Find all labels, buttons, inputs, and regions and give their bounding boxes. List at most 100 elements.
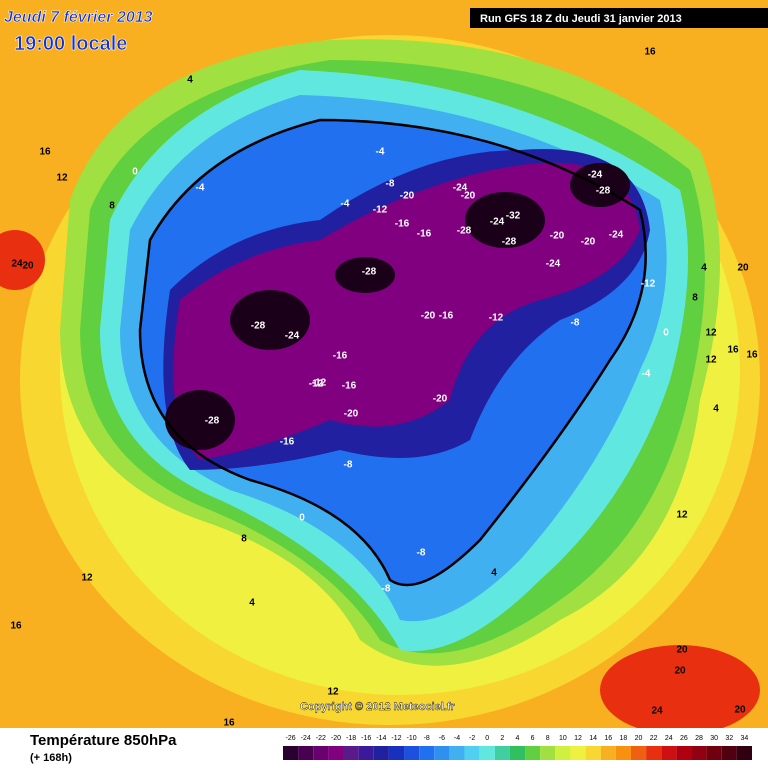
legend-swatch [373,746,389,760]
legend-label: 20 [635,735,643,742]
contour-label: -16 [417,229,432,240]
legend-label: -24 [301,735,311,742]
contour-label: -28 [502,237,517,248]
contour-label: -16 [342,381,357,392]
legend-swatch [464,746,480,760]
contour-label: -28 [362,267,377,278]
contour-label: -4 [196,183,205,194]
legend-label: -8 [424,735,430,742]
contour-label: 4 [249,598,255,609]
contour-label: -20 [433,394,448,405]
legend-label: 12 [574,735,582,742]
legend-label: 26 [680,735,688,742]
legend-swatch [298,746,314,760]
contour-label: -4 [341,199,350,210]
legend-swatch [525,746,541,760]
contour-label: 4 [701,263,707,274]
contour-label: -4 [642,369,651,380]
contour-label: 12 [56,173,68,184]
legend-label: 22 [650,735,658,742]
footer-title: Température 850hPa [30,732,177,749]
legend-label: -22 [316,735,326,742]
contour-label: 20 [737,263,749,274]
legend-swatch [600,746,616,760]
contour-label: 16 [10,621,22,632]
run-box [470,8,768,28]
contour-label: 16 [727,345,739,356]
contour-label: 16 [223,718,235,729]
contour-label: 20 [734,705,746,716]
contour-label: -28 [251,321,266,332]
contour-label: -16 [333,351,348,362]
legend-label: 2 [500,735,504,742]
legend: -26 -24 -22 -20 -18 -16 -14 -12 -10 -8 -6 -4 -2 0 2 4 6 8… [283,735,752,760]
contour-label: -12 [641,279,656,290]
contour-label: -24 [453,183,468,194]
contour-label: -8 [386,179,395,190]
contour-label: -16 [395,219,410,230]
contour-label: 12 [327,687,339,698]
legend-label: 6 [531,735,535,742]
legend-label: 4 [516,735,520,742]
contour-label: 4 [187,75,193,86]
legend-label: -16 [361,735,371,742]
legend-swatch [555,746,571,760]
legend-label: 8 [546,735,550,742]
legend-swatch [691,746,707,760]
legend-swatch [630,746,647,760]
time: 19:00 locale [14,33,127,55]
legend-swatch [283,746,299,760]
legend-swatch [570,746,586,760]
contour-label: -12 [489,313,504,324]
run: Run GFS 18 Z du Jeudi 31 janvier 2013 [480,13,682,25]
contour-label: -28 [205,416,220,427]
contour-label: 12 [81,573,93,584]
legend-label: -14 [376,735,386,742]
contour-label: -8 [417,548,426,559]
contour-label: 16 [644,47,656,58]
legend-swatch [434,746,450,760]
legend-swatch [509,746,526,760]
contour-label: 12 [705,328,717,339]
contour-label: -16 [280,437,295,448]
legend-label: -2 [469,735,475,742]
legend-swatch [661,746,677,760]
contour-label: -24 [546,259,561,270]
contour-label: -24 [588,170,603,181]
legend-swatch [328,746,344,760]
contour-label: -20 [461,191,476,202]
contour-label: -20 [550,231,565,242]
zero-contour [138,118,647,587]
legend-label: 16 [604,735,612,742]
legend-label: -4 [454,735,460,742]
contour-label: -16 [439,311,454,322]
legend-swatch [676,746,692,760]
legend-label: 14 [589,735,597,742]
legend-swatch [721,746,737,760]
contour-label: -24 [285,331,300,342]
contour-label: -20 [400,191,415,202]
legend-swatch [358,746,374,760]
legend-swatch [706,746,722,760]
contour-label: -8 [382,584,391,595]
contour-label: 8 [692,293,698,304]
legend-label: 24 [665,735,673,742]
legend-swatch [419,746,435,760]
legend-label: -20 [331,735,341,742]
contour-label: -24 [490,217,505,228]
contour-label: 12 [676,510,688,521]
contour-label: -20 [581,237,596,248]
cold-core [165,390,235,450]
contour-label: -32 [506,211,521,222]
legend-swatch [343,746,359,760]
warm-core [0,230,45,290]
cold-core [230,290,310,350]
cold-core [335,257,395,293]
legend-label: 34 [741,735,749,742]
contour-label: 4 [713,404,719,415]
contour-label: 20 [676,645,688,656]
contour-label: 24 [651,706,663,717]
